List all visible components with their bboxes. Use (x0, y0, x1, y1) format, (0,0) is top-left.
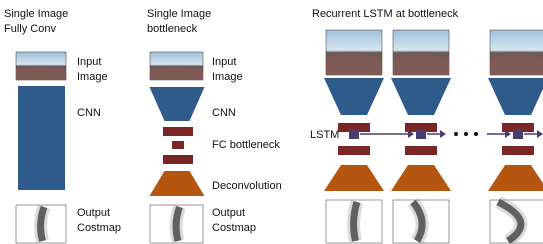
lstm-cell (349, 129, 359, 139)
label: LSTM (310, 129, 339, 141)
costmap-halo (354, 202, 357, 241)
costmap-halo (176, 207, 179, 241)
cnn-encoder (488, 78, 543, 115)
image-ground (150, 67, 203, 80)
costmap-halo (41, 207, 44, 241)
label: Deconvolution (212, 180, 282, 192)
label: Costmap (212, 222, 256, 234)
fc-layer (163, 155, 193, 164)
figure: Single Image Fully Conv Input Image CNN Outpu… (0, 0, 543, 244)
lstm-cell (513, 129, 523, 139)
cnn-block (18, 86, 65, 190)
fc-layer (172, 141, 184, 149)
panel-title: Single Image (147, 8, 211, 20)
label: Input (77, 56, 101, 68)
label: Input (212, 56, 236, 68)
deconv-decoder (150, 171, 205, 196)
fc-layer (502, 146, 534, 155)
image-ground (393, 54, 449, 75)
image-ground (490, 54, 543, 75)
ellipsis-dot (454, 132, 458, 136)
panel-title: Single Image (4, 8, 68, 20)
deconv-decoder (391, 165, 451, 191)
label: Costmap (77, 222, 121, 234)
panel-title: Fully Conv (4, 23, 56, 35)
ellipsis-dot (464, 132, 468, 136)
label: CNN (77, 107, 101, 119)
ellipsis-dot (474, 132, 478, 136)
deconv-decoder (488, 165, 543, 191)
image-ground (16, 67, 66, 80)
arrowhead (440, 130, 446, 138)
lstm-cell (416, 129, 426, 139)
label: FC bottleneck (212, 139, 280, 151)
arrowhead (537, 130, 543, 138)
label: Output (77, 207, 110, 219)
label: Image (212, 71, 243, 83)
fc-layer (163, 127, 193, 136)
label: CNN (212, 107, 236, 119)
label: Image (77, 71, 108, 83)
deconv-decoder (324, 165, 384, 191)
cnn-encoder (391, 78, 451, 115)
panel-title: Recurrent LSTM at bottleneck (312, 8, 459, 20)
fc-layer (405, 146, 437, 155)
fc-layer (338, 146, 370, 155)
image-ground (326, 54, 382, 75)
panel-title: bottleneck (147, 23, 198, 35)
cnn-encoder (324, 78, 384, 115)
cnn-encoder (150, 87, 205, 121)
label: Output (212, 207, 245, 219)
